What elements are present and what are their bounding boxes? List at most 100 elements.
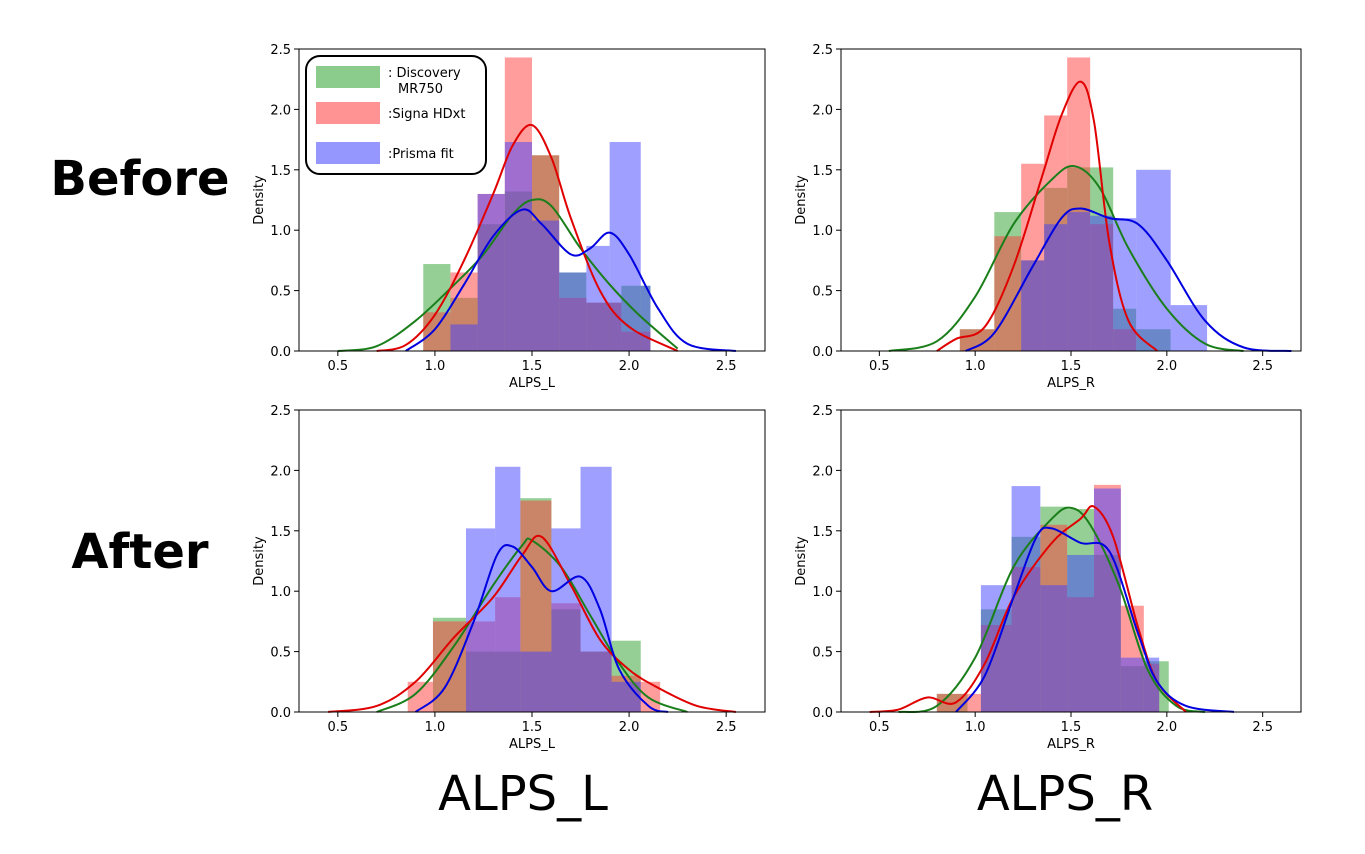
x-axis-label: ALPS_R [1047,376,1095,391]
y-tick-label: 0.5 [270,646,291,661]
kde-line-signa [376,123,679,352]
bar-signa-1 [967,693,981,712]
x-tick-label: 2.5 [716,359,737,374]
bar-prisma-3 [1067,554,1094,712]
bar-prisma-3 [1090,215,1114,351]
kde-line-discovery [888,164,1244,352]
legend-label-signa: :Signa HDxt [388,107,465,122]
column-label-alps-l: ALPS_L [438,766,608,822]
y-tick-label: 0.0 [270,706,291,721]
y-tick-label: 2.0 [270,103,291,118]
x-tick-label: 1.5 [1061,720,1082,735]
x-tick-label: 1.0 [965,720,986,735]
x-tick-label: 0.5 [869,359,890,374]
kde-line-signa [936,80,1158,352]
x-tick-label: 0.5 [327,359,348,374]
x-tick-label: 1.0 [425,359,446,374]
bar-signa-0 [423,312,451,351]
bar-prisma-1 [477,193,505,351]
y-axis-label: Density [794,175,809,225]
plot-after-alps-l: 0.5 1.0 1.5 2.0 2.5 0.0 0.5 1.0 1.5 2.0 2.5 ALPS_L D… [252,404,766,752]
bar-prisma-2 [504,142,532,351]
legend-swatch-discovery [316,66,380,88]
plot-before-alps-l: 0.5 1.0 1.5 2.0 2.5 0.0 0.5 1.0 1.5 2.0 2.5 ALPS_L D… [252,43,766,391]
kde-line-prisma [965,207,1292,352]
kde-line-discovery [898,506,1206,714]
x-tick-label: 1.0 [965,359,986,374]
kde-line-signa [328,534,737,713]
y-tick-label: 1.0 [270,585,291,600]
y-tick-label: 2.5 [270,43,291,58]
bar-prisma-1 [1044,224,1068,351]
hist-prisma [1021,169,1208,351]
y-axis-label: Density [252,536,267,586]
bar-prisma-4 [1113,218,1137,351]
y-tick-label: 1.5 [812,164,833,179]
y-tick-label: 0.5 [270,285,291,300]
y-tick-label: 2.5 [812,43,833,58]
bar-prisma-4 [580,466,612,712]
y-tick-label: 0.0 [812,345,833,360]
y-tick-label: 0.0 [812,706,833,721]
y-tick-label: 1.5 [812,525,833,540]
y-tick-label: 2.5 [270,404,291,419]
kde-line-discovery [337,198,679,352]
y-tick-label: 1.5 [270,164,291,179]
y-tick-label: 1.0 [270,224,291,239]
bar-prisma-0 [1021,260,1045,351]
y-tick-label: 2.5 [812,404,833,419]
y-tick-label: 0.5 [812,285,833,300]
bar-prisma-2 [1067,212,1091,351]
kde-line-prisma [405,208,737,352]
x-tick-label: 2.0 [1156,720,1177,735]
bar-prisma-2 [1040,585,1068,712]
legend-label-discovery-line1: : Discovery [388,66,461,81]
bar-prisma-4 [1094,488,1121,712]
x-tick-label: 1.0 [425,720,446,735]
plot-before-alps-r: 0.5 1.0 1.5 2.0 2.5 0.0 0.5 1.0 1.5 2.0 2.5 ALPS_R D… [794,43,1302,391]
x-tick-label: 2.0 [1156,359,1177,374]
x-tick-label: 2.5 [716,720,737,735]
bar-prisma-5 [1136,169,1171,351]
bar-prisma-5 [1120,657,1144,712]
kde-line-prisma [414,544,669,713]
x-axis-label: ALPS_L [509,737,556,752]
bar-prisma-3 [532,220,560,351]
legend: : Discovery MR750 :Signa HDxt :Prisma fi… [305,55,487,175]
kde-line-prisma [955,526,1235,713]
hist-prisma [980,486,1160,712]
legend-label-prisma: :Prisma fit [388,147,454,162]
y-tick-label: 0.0 [270,345,291,360]
legend-swatch-signa [316,102,380,124]
y-axis-label: Density [252,175,267,225]
bar-prisma-4 [559,272,587,351]
x-tick-label: 1.5 [522,359,543,374]
y-tick-label: 2.0 [812,103,833,118]
column-label-alps-r: ALPS_R [977,766,1153,822]
x-tick-label: 0.5 [327,720,348,735]
x-axis-label: ALPS_L [509,376,556,391]
legend-label-discovery-line2: MR750 [398,82,443,97]
row-label-before: Before [50,151,229,207]
y-tick-label: 2.0 [812,464,833,479]
bar-signa-0 [959,329,995,351]
bar-prisma-7 [640,285,651,351]
plot-after-alps-r: 0.5 1.0 1.5 2.0 2.5 0.0 0.5 1.0 1.5 2.0 2.5 ALPS_R D… [794,404,1302,752]
bar-prisma-6 [1170,305,1208,351]
x-tick-label: 2.0 [619,359,640,374]
bar-prisma-2 [520,651,552,712]
x-axis-label: ALPS_R [1047,737,1095,752]
y-axis-label: Density [794,536,809,586]
y-tick-label: 1.5 [270,525,291,540]
x-tick-label: 2.5 [1252,359,1273,374]
row-label-after: After [71,524,209,580]
kde-line-signa [869,505,1187,713]
y-tick-label: 1.0 [812,224,833,239]
bar-prisma-1 [1011,486,1041,712]
y-tick-label: 1.0 [812,585,833,600]
x-tick-label: 1.5 [522,720,543,735]
x-tick-label: 2.0 [619,720,640,735]
y-tick-label: 0.5 [812,646,833,661]
legend-swatch-prisma [316,142,380,164]
